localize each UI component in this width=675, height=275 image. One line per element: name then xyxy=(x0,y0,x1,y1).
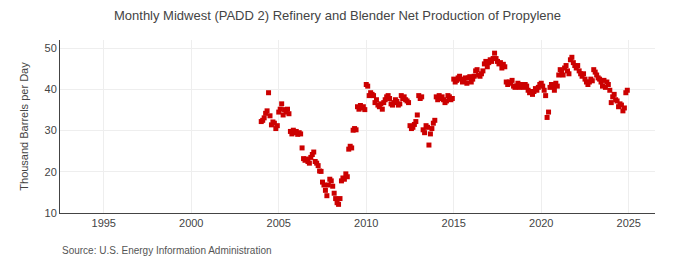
svg-text:2000: 2000 xyxy=(179,217,203,229)
svg-text:1995: 1995 xyxy=(92,217,116,229)
svg-text:10: 10 xyxy=(45,207,57,219)
svg-text:2025: 2025 xyxy=(617,217,641,229)
svg-text:2015: 2015 xyxy=(442,217,466,229)
svg-text:30: 30 xyxy=(45,124,57,136)
svg-text:2010: 2010 xyxy=(354,217,378,229)
svg-text:Monthly Midwest (PADD 2) Refin: Monthly Midwest (PADD 2) Refinery and Bl… xyxy=(114,8,561,23)
svg-text:Thousand Barrels per Day: Thousand Barrels per Day xyxy=(18,62,30,191)
svg-text:2005: 2005 xyxy=(267,217,291,229)
svg-text:50: 50 xyxy=(45,42,57,54)
svg-text:40: 40 xyxy=(45,83,57,95)
svg-text:Source: U.S. Energy Informatio: Source: U.S. Energy Information Administ… xyxy=(62,245,272,256)
svg-text:20: 20 xyxy=(45,166,57,178)
svg-text:2020: 2020 xyxy=(529,217,553,229)
